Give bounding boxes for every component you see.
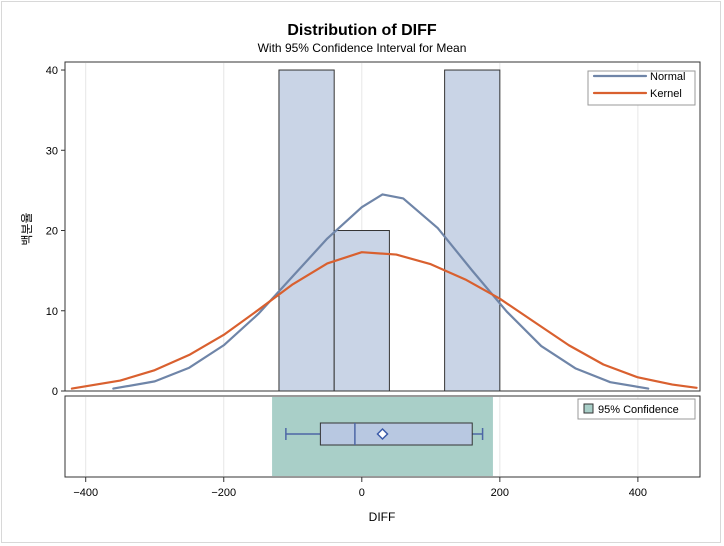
histogram-bar: [444, 69, 501, 392]
y-axis-label: 백분율: [20, 212, 34, 245]
confidence-legend-label: 95% Confidence: [598, 404, 679, 416]
boxplot-panel: −400 −200 0 200 400 95% Confidence: [64, 395, 701, 499]
mean-marker: [376, 427, 389, 441]
y-tick-label: 0: [52, 386, 58, 398]
legend-label-1: Kernel: [650, 88, 682, 100]
histogram-bars: [278, 69, 501, 392]
chart-subtitle: With 95% Confidence Interval for Mean: [258, 41, 467, 55]
boxplot-box: [319, 422, 473, 446]
normal-density-line: [112, 193, 650, 390]
x-axis-label: DIFF: [369, 510, 396, 524]
x-tick-label: 400: [629, 487, 647, 499]
confidence-legend-swatch: [583, 403, 594, 414]
kernel-density-line: [70, 251, 698, 390]
y-tick-label: 30: [46, 145, 58, 157]
histogram-bar: [278, 69, 335, 392]
chart-title: Distribution of DIFF: [287, 22, 437, 39]
density-lines: [70, 193, 698, 390]
boxplot-frame: [64, 395, 701, 478]
y-tick-label: 20: [46, 226, 58, 238]
legend-label-0: Normal: [650, 71, 685, 83]
x-tick-label: 200: [491, 487, 509, 499]
x-tick-label: 0: [359, 487, 365, 499]
y-tick-label: 40: [46, 65, 58, 77]
x-tick-label: −400: [73, 487, 98, 499]
y-tick-label: 10: [46, 306, 58, 318]
main-axis-ticks: 0 10 20 30 40: [46, 65, 65, 398]
confidence-legend-box: [577, 398, 696, 420]
x-tick-label: −200: [211, 487, 236, 499]
main-plot-frame: [64, 61, 701, 392]
density-legend: Normal Kernel: [587, 70, 696, 106]
